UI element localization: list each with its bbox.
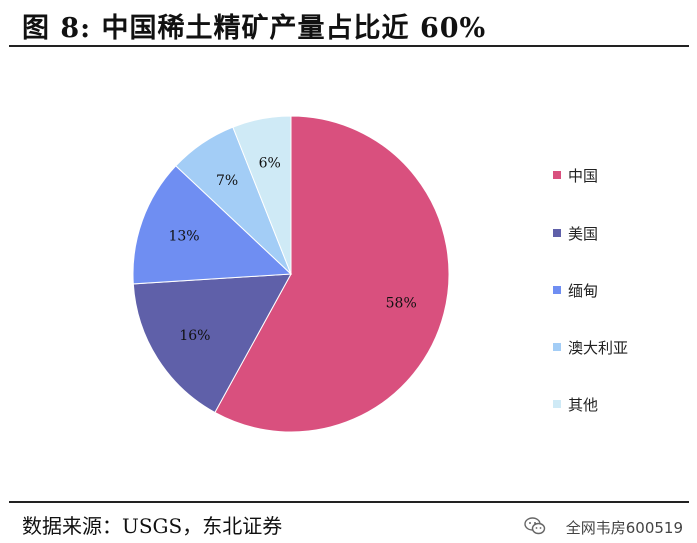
pie-value-label-1: 58% — [386, 295, 417, 311]
legend-item-2: 美国 — [553, 223, 598, 243]
pie-slice-1 — [214, 115, 450, 433]
page-title: 图 8: 中国稀土精矿产量占比近 60% — [22, 13, 487, 44]
pie-chart: 58% 16% 13% 7% 6% — [132, 115, 450, 433]
legend-item-4: 澳大利亚 — [553, 337, 628, 357]
legend-label: 其他 — [568, 395, 599, 414]
legend-label: 中国 — [568, 166, 599, 185]
pie-value-label-5: 6% — [259, 155, 281, 171]
title-divider — [9, 45, 689, 47]
pie-slice-5 — [232, 115, 292, 275]
legend-item-5: 其他 — [553, 394, 598, 414]
legend-swatch — [553, 229, 561, 237]
wechat-icon — [524, 517, 546, 535]
legend-swatch — [553, 171, 561, 179]
brand-watermark: 全网韦房600519 — [565, 519, 683, 537]
pie-slice-3 — [132, 165, 293, 285]
pie-value-labels: 58% 16% 13% 7% 6% — [168, 155, 416, 344]
legend-swatch — [553, 400, 561, 408]
pie-value-label-2: 16% — [179, 328, 210, 344]
pie-value-label-4: 7% — [216, 173, 238, 189]
legend-label: 缅甸 — [568, 281, 599, 300]
legend-swatch — [553, 343, 561, 351]
legend-label: 美国 — [568, 224, 599, 243]
pie-slices — [132, 115, 450, 433]
legend-item-1: 中国 — [553, 165, 598, 185]
legend-swatch — [553, 286, 561, 294]
source-note: 数据来源：USGS，东北证券 — [22, 514, 283, 538]
footer-divider — [9, 501, 689, 503]
pie-slice-2 — [132, 273, 292, 414]
pie-value-label-3: 13% — [168, 229, 199, 245]
legend-label: 澳大利亚 — [568, 338, 629, 357]
legend-item-3: 缅甸 — [553, 280, 598, 300]
